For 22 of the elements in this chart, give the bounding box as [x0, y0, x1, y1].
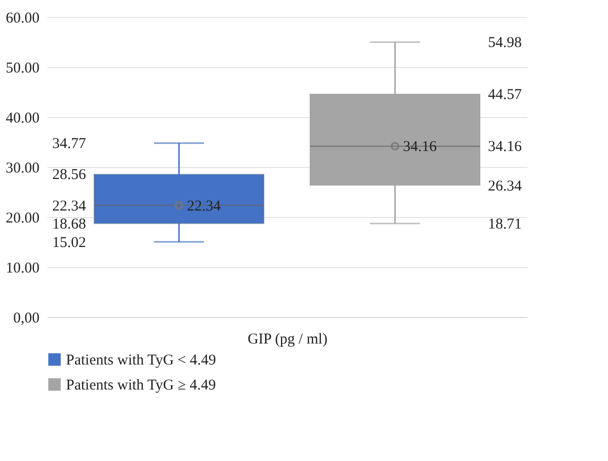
y-tick-label: 50.00	[6, 60, 40, 76]
legend-label: Patients with TyG < 4.49	[66, 352, 216, 368]
x-axis-title: GIP (pg / ml)	[248, 332, 328, 348]
y-tick-label: 20.00	[6, 210, 40, 226]
annotation: 15.02	[52, 234, 86, 251]
annotation: 22.34	[52, 198, 86, 214]
annotation: 34.16	[488, 139, 522, 156]
annotation: 28.56	[52, 167, 86, 184]
annotation: 26.34	[488, 178, 522, 194]
annotation: 34.16	[403, 139, 438, 156]
legend-label: Patients with TyG ≥ 4.49	[66, 378, 216, 394]
annotation: 18.68	[52, 216, 86, 233]
annotation: 44.57	[488, 87, 522, 104]
y-tick-label: 0,00	[13, 310, 40, 326]
annotation: 22.34	[187, 198, 222, 214]
annotation: 54.98	[488, 35, 522, 52]
annotation: 18.71	[488, 216, 522, 232]
y-tick-label: 30.00	[6, 160, 40, 176]
y-tick-label: 10.00	[6, 260, 40, 276]
annotation: 34.77	[52, 136, 86, 152]
y-tick-label: 40.00	[6, 110, 40, 126]
y-tick-label: 60.00	[6, 10, 40, 26]
